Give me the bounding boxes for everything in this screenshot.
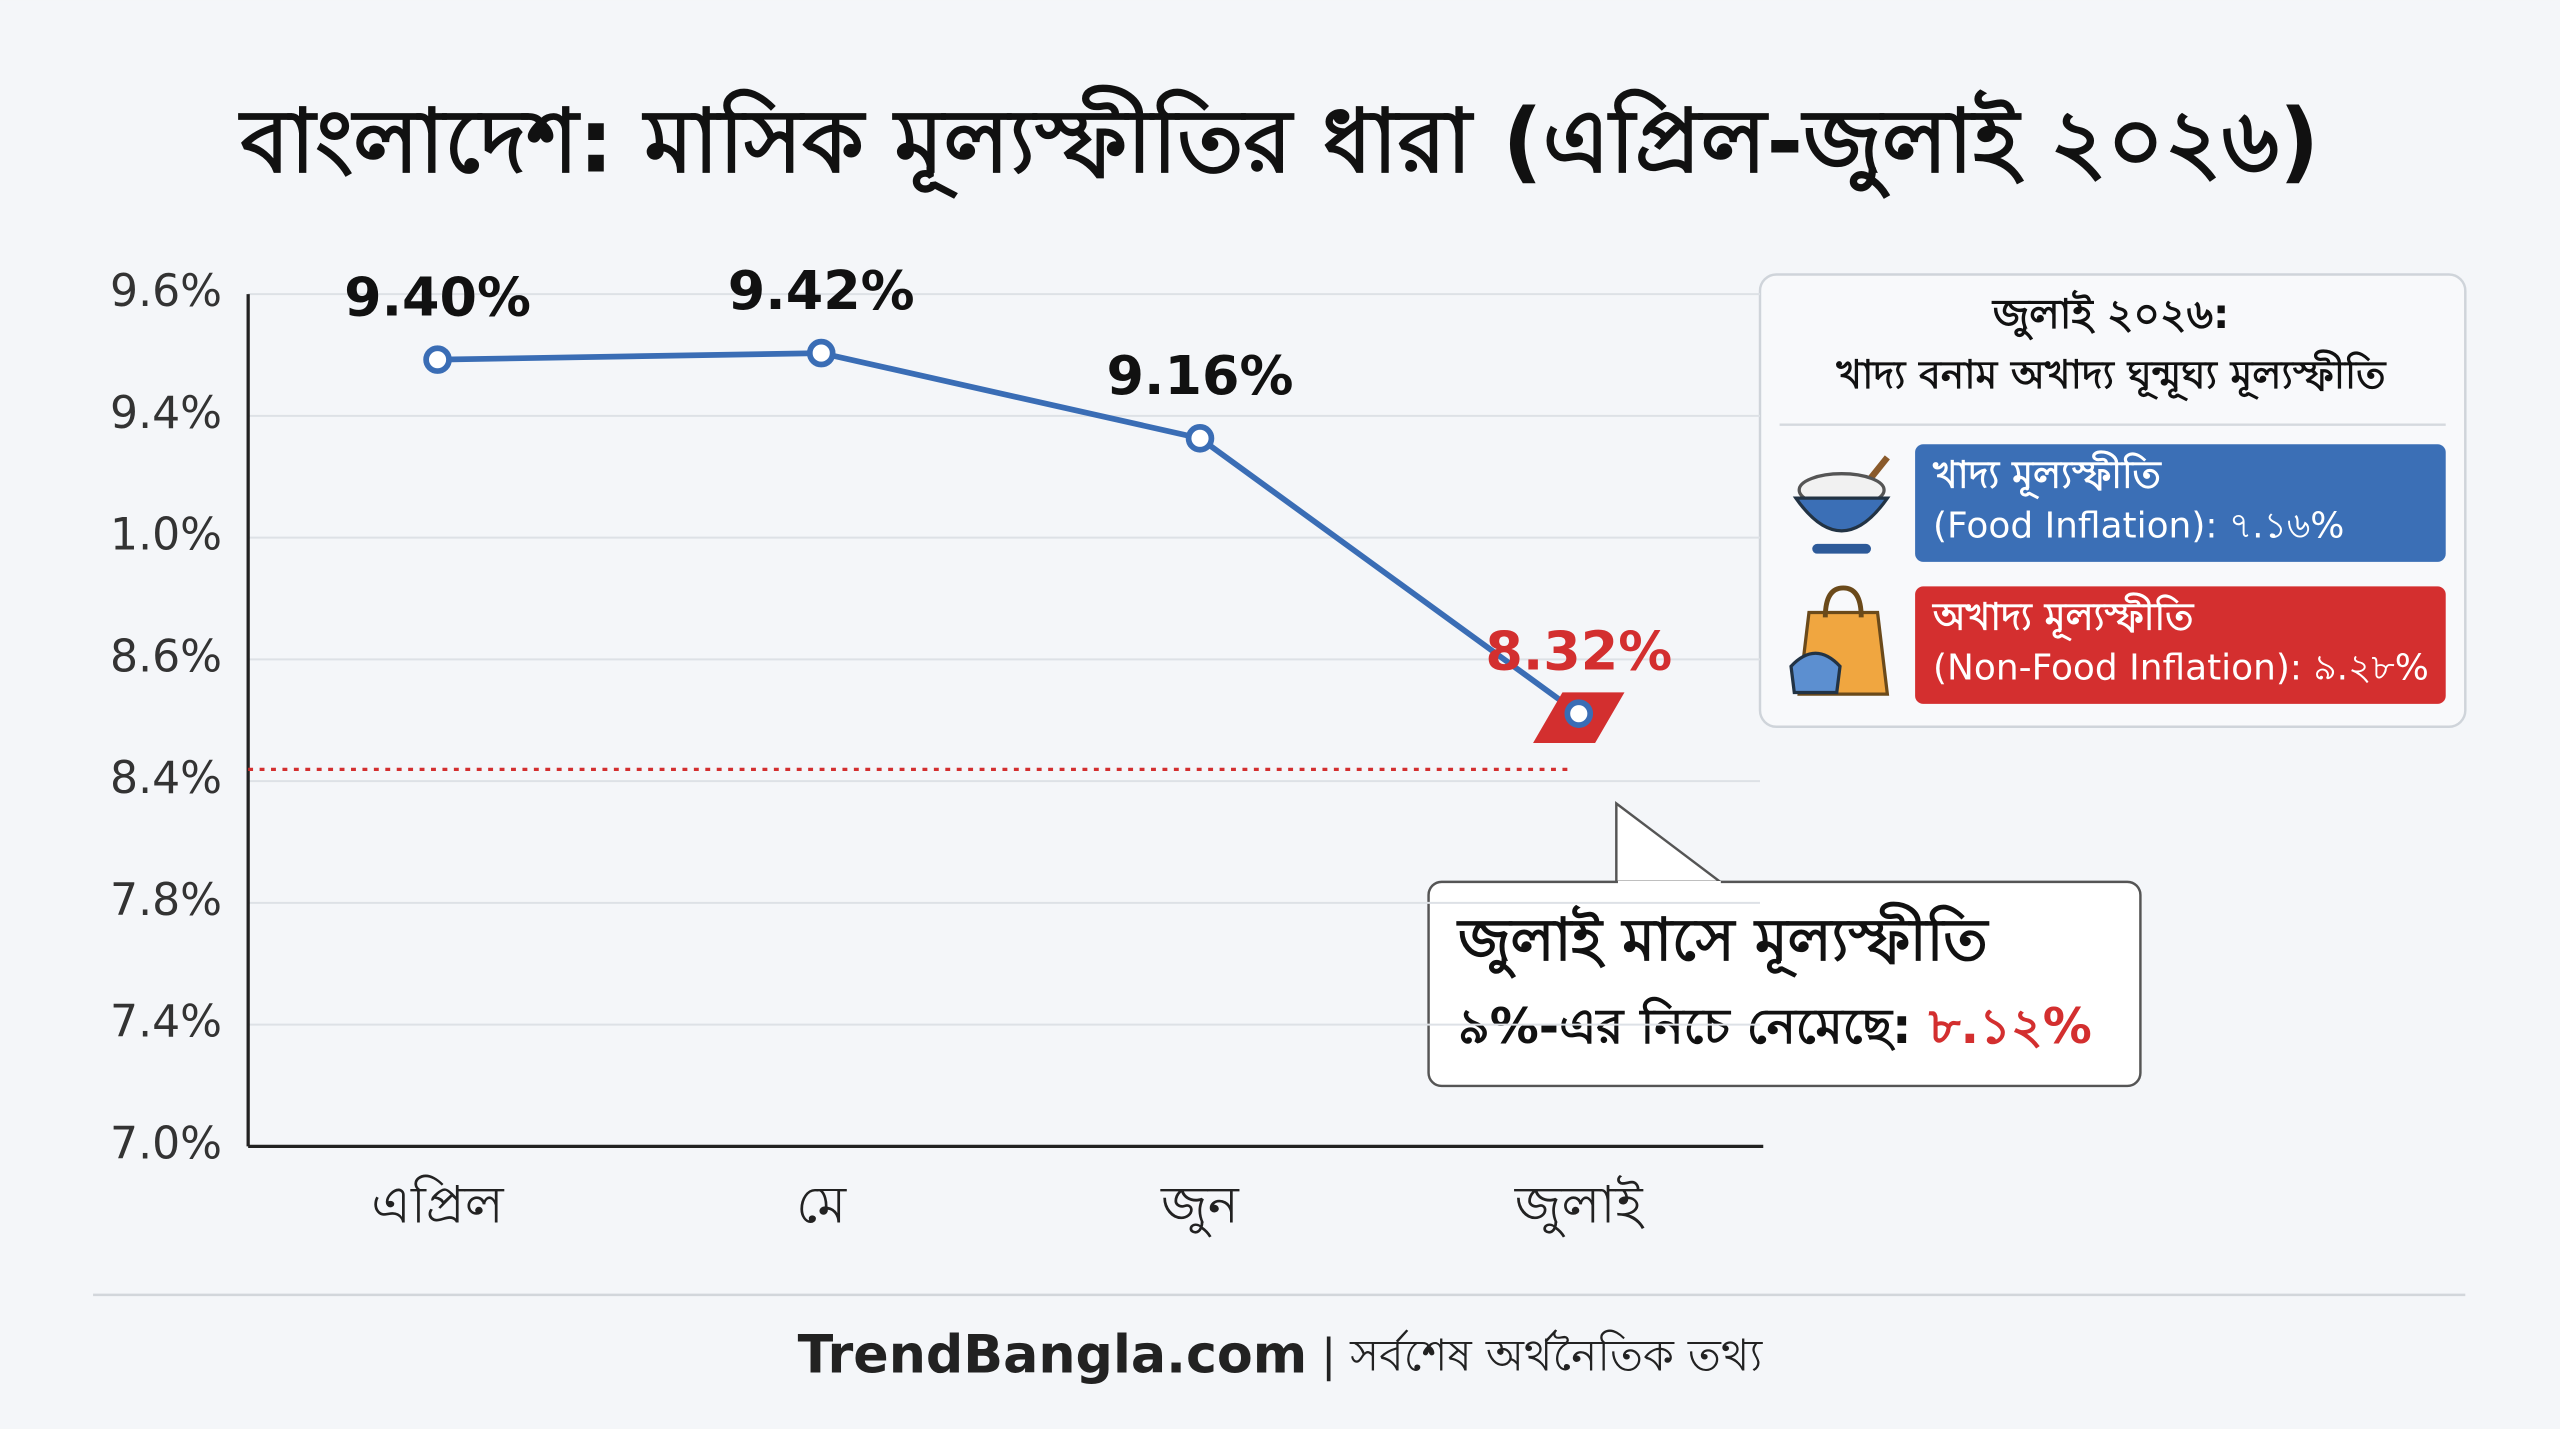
y-tick-label: 9.4% xyxy=(110,388,222,439)
legend-item-label: অখাদ্য মূল্যস্ফীতি xyxy=(1931,591,2195,641)
data-label: 9.42% xyxy=(728,259,915,322)
y-tick-label: 7.0% xyxy=(110,1118,222,1169)
data-label: 8.32% xyxy=(1485,620,1672,683)
data-label: 9.40% xyxy=(344,266,531,329)
legend-title: খাদ্য বনাম অখাদ্য ঘূন্মূঘ্য মূল্যস্ফীতি xyxy=(1835,349,2387,401)
data-point xyxy=(423,345,452,374)
data-point xyxy=(806,338,836,368)
footer: TrendBangla.com | সর্বশেষ অর্থনৈতিক তথ্য xyxy=(798,1326,1764,1386)
legend-item-label: (Non-Food Inflation): ৯.২৮% xyxy=(1933,648,2429,689)
series-line xyxy=(437,350,1581,716)
y-tick-label: 8.6% xyxy=(110,631,222,682)
x-tick-label: জুলাই xyxy=(1514,1175,1645,1237)
y-tick-label: 7.8% xyxy=(110,875,222,926)
legend-item xyxy=(1915,586,2446,704)
y-tick-label: 8.4% xyxy=(110,753,222,804)
x-tick-label: মে xyxy=(796,1175,847,1235)
x-tick-label: এপ্রিল xyxy=(371,1174,505,1235)
chart-title: বাংলাদেশ: মাসিক মূল্যস্ফীতির ধারা (এপ্রি… xyxy=(238,84,2320,199)
legend-item-label: খাদ্য মূল্যস্ফীতি xyxy=(1932,449,2163,499)
legend-title: জুলাই ২০২৬: xyxy=(1991,290,2230,341)
callout-box xyxy=(1427,880,2142,1088)
legend-item-label: (Food Inflation): ৭.১৬% xyxy=(1933,506,2344,547)
footer-brand: TrendBangla.com xyxy=(798,1326,1308,1386)
data-point xyxy=(1564,699,1594,728)
y-tick-label: 1.0% xyxy=(110,510,222,561)
x-tick-label: জুন xyxy=(1160,1175,1240,1237)
footer-tagline: | সর্বশেষ অর্থনৈতিক তথ্য xyxy=(1307,1329,1763,1382)
y-tick-label: 9.6% xyxy=(110,266,222,317)
legend-item xyxy=(1915,444,2446,562)
data-point xyxy=(1185,424,1215,453)
callout-value: ৮.১২% xyxy=(1928,997,2092,1054)
y-tick-label: 7.4% xyxy=(110,997,222,1048)
bowl-icon xyxy=(1792,455,1891,554)
bag-icon xyxy=(1789,585,1890,696)
data-label: 9.16% xyxy=(1107,344,1294,407)
callout-title: জুলাই মাসে মূল্যস্ফীতি xyxy=(1456,902,1989,979)
